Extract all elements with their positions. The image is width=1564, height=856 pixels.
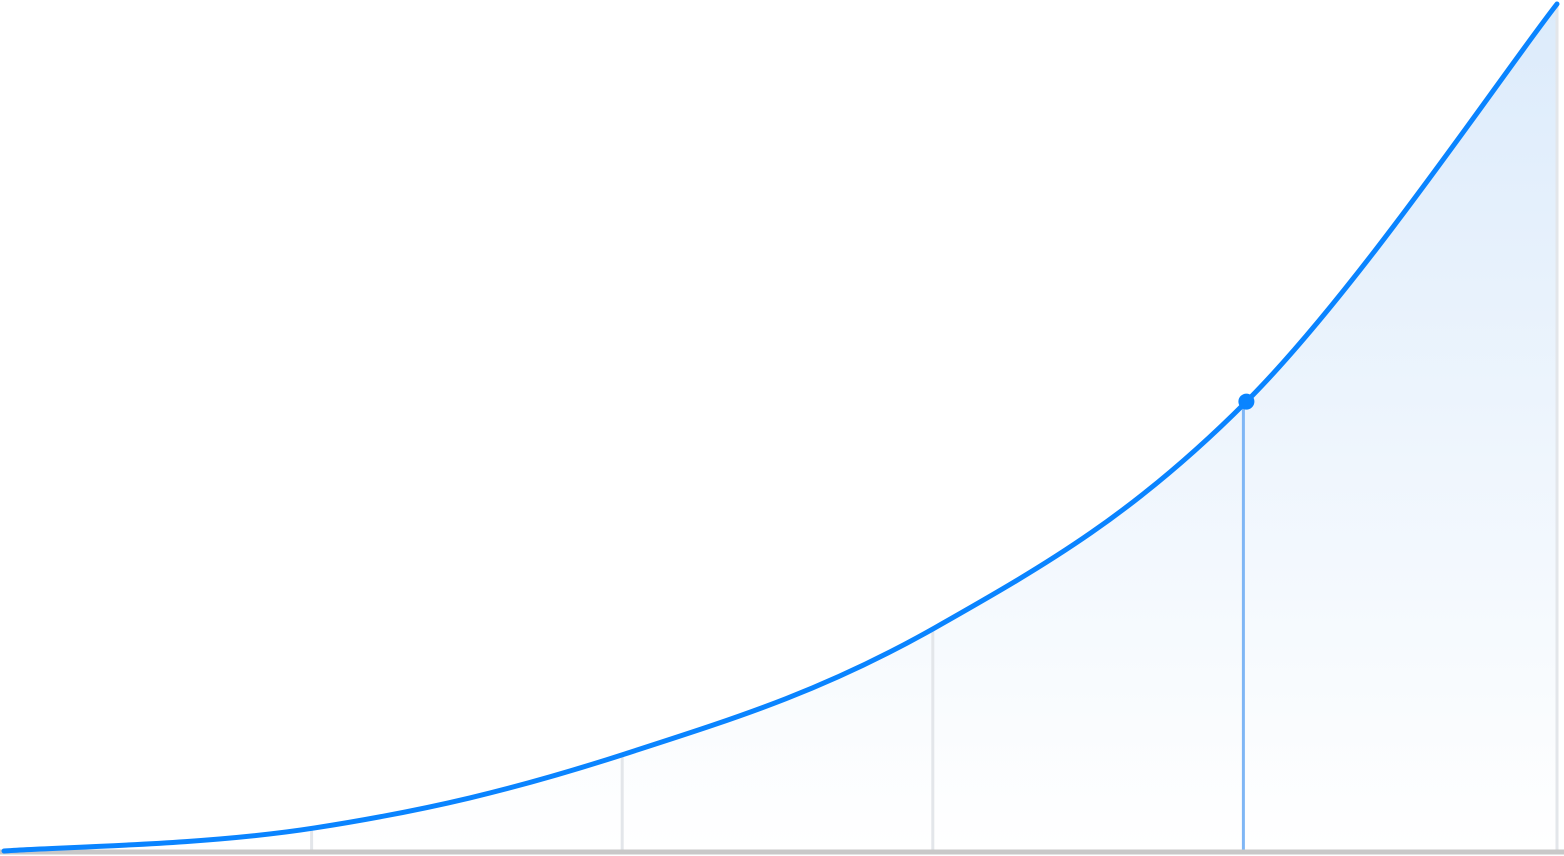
area-fill xyxy=(4,4,1557,851)
marker-layer xyxy=(1238,393,1255,410)
highlight-point[interactable] xyxy=(1238,393,1255,410)
vertical-grid xyxy=(0,4,1564,855)
area-layer xyxy=(4,4,1557,851)
